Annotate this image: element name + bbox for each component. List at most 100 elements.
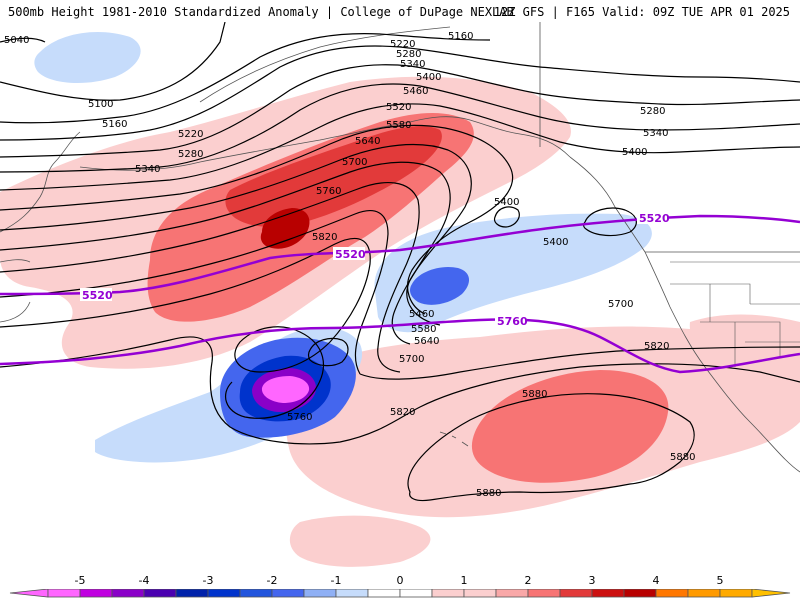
colorbar-seg-pos3 — [559, 589, 593, 598]
contour-label-5880-north: 5880 — [522, 389, 547, 400]
anomaly-map: 5040 5100 5160 5160 5220 5220 5280 5280 … — [0, 22, 800, 567]
colorbar-seg-pos45 — [655, 589, 689, 598]
contour-5220 — [0, 45, 800, 141]
contour-5880 — [407, 393, 695, 502]
contour-label-5760-south: 5760 — [287, 412, 312, 423]
contour-5280 — [0, 64, 800, 158]
positive-anomaly-7 — [471, 370, 669, 483]
contour-label-5700-east: 5700 — [608, 299, 633, 310]
normal-label-bg-3 — [637, 211, 669, 224]
colorbar-seg-pos15 — [463, 589, 497, 598]
contour-label-5280-north: 5280 — [396, 49, 421, 60]
colorbar-seg-neg05 — [367, 589, 401, 598]
contour-label-5040: 5040 — [4, 35, 29, 46]
contour-5100 — [0, 22, 226, 101]
colorbar-label-neg2: -2 — [266, 574, 278, 587]
contour-label-5520: 5520 — [386, 102, 411, 113]
colorbar-seg-pos5 — [687, 589, 721, 598]
map-title: 500mb Height 1981-2010 Standardized Anom… — [8, 5, 514, 19]
contour-label-5460-south: 5460 — [409, 309, 434, 320]
normal-label-bg-2 — [333, 247, 365, 260]
contour-label-5880-east: 5880 — [670, 452, 695, 463]
contour-label-5700-north: 5700 — [342, 157, 367, 168]
contour-5400-loop — [493, 206, 520, 228]
contour-label-5400-east: 5400 — [622, 147, 647, 158]
normal-5520-line — [0, 214, 800, 296]
contour-label-5760-north: 5760 — [316, 186, 341, 197]
negative-anomaly-1 — [34, 32, 141, 84]
contour-label-5400-loop: 5400 — [494, 197, 519, 208]
contour-label-5400-south: 5400 — [543, 237, 568, 248]
contour-label-5820-north: 5820 — [312, 232, 337, 243]
contour-5820-small — [307, 337, 349, 367]
canada-border — [539, 22, 800, 253]
contour-label-5820-east: 5820 — [644, 341, 669, 352]
colorbar-seg-neg2 — [271, 589, 305, 598]
contour-5400-loop2 — [583, 207, 637, 237]
colorbar-seg-pos1 — [431, 589, 465, 598]
colorbar-seg-pos4 — [623, 589, 657, 598]
colorbar-seg-neg4 — [143, 589, 177, 598]
contour-label-5640-south: 5640 — [414, 336, 439, 347]
north-america-coastline — [569, 156, 800, 473]
coastlines — [0, 22, 800, 473]
normal-label-5520-central: 5520 — [335, 248, 366, 261]
contour-label-5220-west: 5220 — [178, 129, 203, 140]
contour-label-5820-south: 5820 — [390, 407, 415, 418]
map-header: 500mb Height 1981-2010 Standardized Anom… — [0, 0, 800, 22]
colorbar-seg-neg35 — [175, 589, 209, 598]
colorbar-seg-pos25 — [527, 589, 561, 598]
colorbar-label-pos4: 4 — [652, 574, 660, 587]
anomaly-colorbar: -5 -4 -3 -2 -1 0 1 2 3 4 5 — [0, 570, 800, 600]
colorbar-seg-pos05 — [399, 589, 433, 598]
contour-5820 — [0, 336, 800, 445]
colorbar-label-neg5: -5 — [74, 574, 86, 587]
normal-label-5760: 5760 — [497, 315, 528, 328]
positive-anomaly-4 — [260, 208, 310, 249]
colorbar-seg-neg45 — [111, 589, 145, 598]
colorbar-seg-pos35 — [591, 589, 625, 598]
normal-label-bg-1 — [80, 288, 112, 301]
positive-anomaly-6 — [289, 515, 431, 567]
normal-label-bg-4 — [495, 314, 527, 327]
contour-label-5160-west: 5160 — [102, 119, 127, 130]
contour-label-5640-north: 5640 — [355, 136, 380, 147]
colorbar-strip — [9, 589, 791, 598]
contour-5760 — [0, 237, 371, 419]
contour-label-5280-east: 5280 — [640, 106, 665, 117]
contour-label-5160-east: 5160 — [448, 31, 473, 42]
contour-label-5100: 5100 — [88, 99, 113, 110]
contour-label-5580-north: 5580 — [386, 120, 411, 131]
contour-label-5280-west: 5280 — [178, 149, 203, 160]
colorbar-seg-neg25 — [239, 589, 273, 598]
normal-5760-line — [0, 318, 800, 374]
contour-label-5400-north: 5400 — [416, 72, 441, 83]
contour-label-5700-south: 5700 — [399, 354, 424, 365]
colorbar-label-pos3: 3 — [588, 574, 596, 587]
contour-label-5340-east: 5340 — [643, 128, 668, 139]
contour-5700 — [0, 210, 800, 380]
us-state-lines — [670, 261, 800, 367]
contour-label-5880-south: 5880 — [476, 488, 501, 499]
colorbar-seg-lt-neg5 — [47, 589, 81, 598]
hawaii-islands — [439, 431, 469, 447]
height-contour-labels: 5040 5100 5160 5160 5220 5220 5280 5280 … — [4, 31, 695, 499]
negative-anomaly-3 — [410, 266, 470, 305]
aleutian-chain — [79, 121, 411, 171]
contour-5400 — [0, 103, 800, 191]
colorbar-arrow-right — [751, 589, 791, 598]
asia-coastline — [0, 131, 81, 323]
contour-label-5220-east: 5220 — [390, 39, 415, 50]
normal-label-5520-west: 5520 — [82, 289, 113, 302]
colorbar-seg-pos2 — [495, 589, 529, 598]
model-run-info: 12Z GFS | F165 Valid: 09Z TUE APR 01 202… — [493, 5, 790, 19]
contour-label-5340-north: 5340 — [400, 59, 425, 70]
contour-5580 — [0, 161, 451, 345]
colorbar-label-pos2: 2 — [524, 574, 532, 587]
normal-lines — [0, 214, 800, 374]
colorbar-arrow-left — [9, 589, 49, 598]
positive-anomaly-3 — [225, 126, 442, 227]
contour-5640 — [0, 182, 420, 373]
contour-5160 — [0, 33, 491, 124]
colorbar-seg-neg15 — [303, 589, 337, 598]
